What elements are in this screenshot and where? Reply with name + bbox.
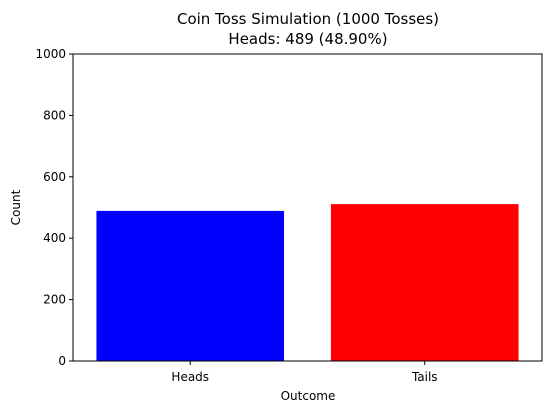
y-axis: 0 200 400 600 800 1000 — [35, 47, 73, 368]
y-tick-label: 0 — [58, 354, 66, 368]
x-tick-label-heads: Heads — [171, 370, 209, 384]
x-axis: Heads Tails — [171, 361, 438, 384]
bars-group — [96, 204, 519, 361]
plot-frame — [72, 53, 543, 362]
y-tick-label: 200 — [43, 293, 66, 307]
y-tick-label: 600 — [43, 170, 66, 184]
chart-title: Coin Toss Simulation (1000 Tosses) — [177, 10, 439, 28]
bar-heads — [96, 210, 285, 361]
y-tick-label: 800 — [43, 108, 66, 122]
bar-tails — [330, 204, 519, 361]
y-axis-label: Count — [9, 189, 23, 225]
chart-subtitle: Heads: 489 (48.90%) — [228, 30, 387, 48]
x-axis-label: Outcome — [281, 389, 336, 403]
y-tick-label: 400 — [43, 231, 66, 245]
x-tick-label-tails: Tails — [411, 370, 438, 384]
y-tick-label: 1000 — [35, 47, 66, 61]
